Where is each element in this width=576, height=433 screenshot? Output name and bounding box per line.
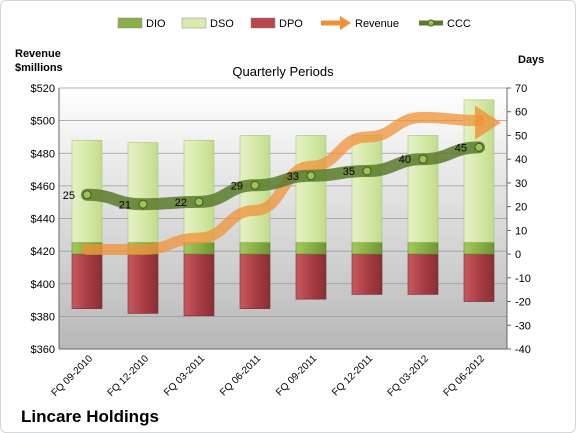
right-tick-label: 20 (515, 202, 527, 214)
revenue-path (81, 111, 485, 255)
ccc-data-label: 33 (287, 171, 299, 183)
bar-dio (239, 241, 271, 255)
legend-label-revenue: Revenue (355, 18, 399, 30)
right-tick-label: 70 (515, 83, 527, 95)
revenue-arrow (81, 105, 501, 255)
bar-dpo (71, 253, 103, 309)
right-tick-label: -20 (515, 297, 531, 309)
bar-dpo (295, 253, 327, 300)
legend-arrowhead-revenue (340, 16, 351, 30)
ccc-data-label: 25 (63, 190, 75, 202)
bar-dso (407, 135, 439, 243)
bar-dpo (239, 253, 271, 309)
legend-marker-ccc (427, 19, 435, 27)
left-tick-label: $400 (31, 279, 55, 291)
left-tick-label: $520 (31, 83, 55, 95)
x-tick-label: FQ 09-2010 (50, 353, 96, 399)
ccc-point (474, 142, 484, 152)
right-tick-label: 50 (515, 130, 527, 142)
bar-dpo (183, 253, 215, 317)
left-tick-label: $460 (31, 181, 55, 193)
legend-swatch-dso (181, 17, 207, 29)
ccc-data-label: 29 (231, 180, 243, 192)
right-tick-label: -10 (515, 273, 531, 285)
ccc-point (138, 199, 148, 209)
ccc-point (250, 180, 260, 190)
bar-dio (351, 241, 383, 255)
bar-dpo (463, 253, 495, 302)
bar-dpo (351, 253, 383, 295)
bar-dso (295, 135, 327, 243)
company-name: Lincare Holdings (21, 407, 159, 426)
right-tick-label: 40 (515, 154, 527, 166)
left-tick-label: $380 (31, 311, 55, 323)
right-tick-label: 60 (515, 107, 527, 119)
legend-label-dio: DIO (146, 18, 166, 30)
bar-dio (463, 241, 495, 255)
right-tick-label: 0 (515, 249, 521, 261)
ccc-point (82, 190, 92, 200)
bar-dio (407, 241, 439, 255)
right-tick-label: 30 (515, 178, 527, 190)
ccc-point (418, 154, 428, 164)
bar-dso (127, 142, 159, 243)
legend-label-dpo: DPO (279, 18, 303, 30)
ccc-data-label: 45 (455, 142, 467, 154)
right-tick-label: -30 (515, 320, 531, 332)
right-axis-label: Days (518, 54, 544, 66)
bar-dio (295, 241, 327, 255)
left-tick-label: $500 (31, 116, 55, 128)
left-tick-label: $480 (31, 148, 55, 160)
bar-dso (183, 139, 215, 243)
x-tick-label: FQ 12-2010 (106, 353, 152, 399)
x-tick-label: FQ 03-2012 (386, 353, 432, 399)
right-tick-label: -40 (515, 344, 531, 356)
ccc-point (362, 166, 372, 176)
x-tick-label: FQ 06-2011 (218, 353, 263, 398)
left-axis-label-line2: $millions (15, 62, 63, 74)
right-tick-label: 10 (515, 225, 527, 237)
ccc-data-label: 22 (175, 197, 187, 209)
x-tick-label: FQ 09-2011 (274, 353, 319, 398)
bar-dpo (127, 253, 159, 314)
ccc-point (306, 171, 316, 181)
legend-swatch-dio (117, 17, 143, 29)
revenue-arrowhead (475, 105, 501, 140)
x-tick-label: FQ 06-2012 (442, 353, 488, 399)
bar-dpo (407, 253, 439, 295)
chart-subtitle: Quarterly Periods (232, 64, 334, 79)
bar-dso (351, 135, 383, 243)
left-tick-label: $440 (31, 214, 55, 226)
legend: DIO DSO DPO Revenue CCC (117, 16, 471, 30)
left-axis-label-line1: Revenue (15, 48, 61, 60)
legend-label-ccc: CCC (447, 18, 471, 30)
ccc-data-label: 35 (343, 166, 355, 178)
ccc-data-label: 40 (399, 154, 411, 166)
left-tick-label: $360 (31, 344, 55, 356)
legend-swatch-dpo (250, 17, 276, 29)
x-tick-label: FQ 12-2011 (330, 353, 375, 398)
x-tick-label: FQ 03-2011 (162, 353, 207, 398)
ccc-point (194, 197, 204, 207)
legend-label-dso: DSO (210, 18, 234, 30)
left-tick-label: $420 (31, 246, 55, 258)
ccc-line: 25 21 22 29 33 35 40 45 (63, 141, 485, 211)
ccc-data-label: 21 (119, 199, 131, 211)
